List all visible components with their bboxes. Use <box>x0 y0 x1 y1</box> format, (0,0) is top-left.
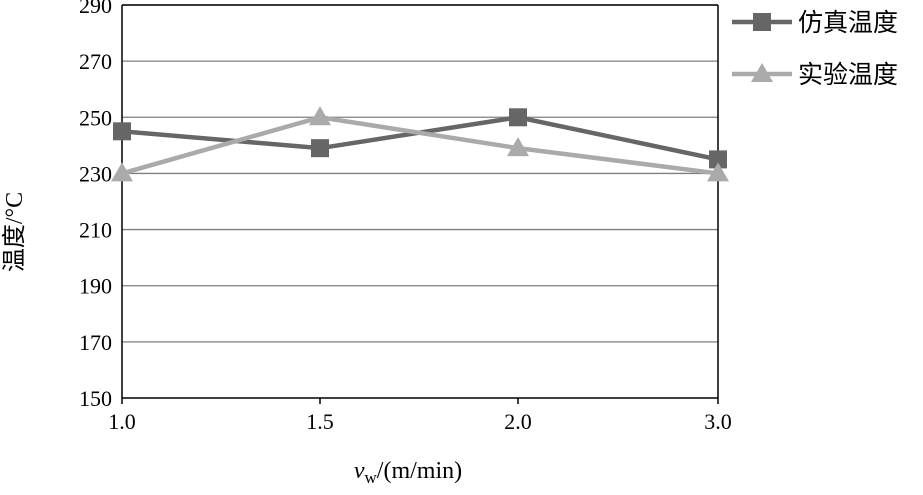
y-tick-label-250: 250 <box>79 105 112 130</box>
tick-labels: 150 170 190 210 230 250 270 290 1.0 1.5 2.0 3.0 <box>79 0 732 434</box>
x-tick-label-3.0: 3.0 <box>704 409 732 434</box>
legend-swatch-marker-1 <box>753 13 771 31</box>
axes <box>121 4 719 404</box>
x-axis-title: vw/(m/min) <box>354 458 462 487</box>
series-1-point-2.0 <box>509 108 527 127</box>
series-1-point-3.0 <box>709 150 727 169</box>
x-axis-symbol: v <box>354 458 365 484</box>
series-1-point-1.5 <box>311 139 329 158</box>
y-tick-label-270: 270 <box>79 49 112 74</box>
series-1-point-1.0 <box>113 122 131 141</box>
y-tick-label-190: 190 <box>79 274 112 299</box>
legend-label-1: 仿真温度 <box>798 9 898 37</box>
y-axis-title: 温度/°C <box>1 192 28 272</box>
x-tick-label-1.5: 1.5 <box>306 409 334 434</box>
legend-swatch-marker-2 <box>751 63 773 82</box>
y-tick-label-230: 230 <box>79 161 112 186</box>
x-axis-unit: /(m/min) <box>377 458 462 484</box>
series-line-1 <box>121 114 719 162</box>
x-axis-subscript: w <box>365 468 378 487</box>
series-2-point-2.0 <box>507 137 529 157</box>
series-2-point-3.0 <box>707 162 729 182</box>
y-tick-label-170: 170 <box>79 330 112 355</box>
legend-label-2: 实验温度 <box>798 61 898 89</box>
gridlines <box>122 4 718 343</box>
x-tick-label-1.0: 1.0 <box>108 409 136 434</box>
series-layer <box>111 106 729 182</box>
x-tick-label-2.0: 2.0 <box>504 409 532 434</box>
y-tick-label-290: 290 <box>79 0 112 18</box>
series-line-2 <box>121 114 719 176</box>
series-2-point-1.5 <box>309 106 331 126</box>
series-2-point-1.0 <box>111 162 133 182</box>
y-tick-label-150: 150 <box>79 386 112 411</box>
y-tick-label-210: 210 <box>79 218 112 243</box>
